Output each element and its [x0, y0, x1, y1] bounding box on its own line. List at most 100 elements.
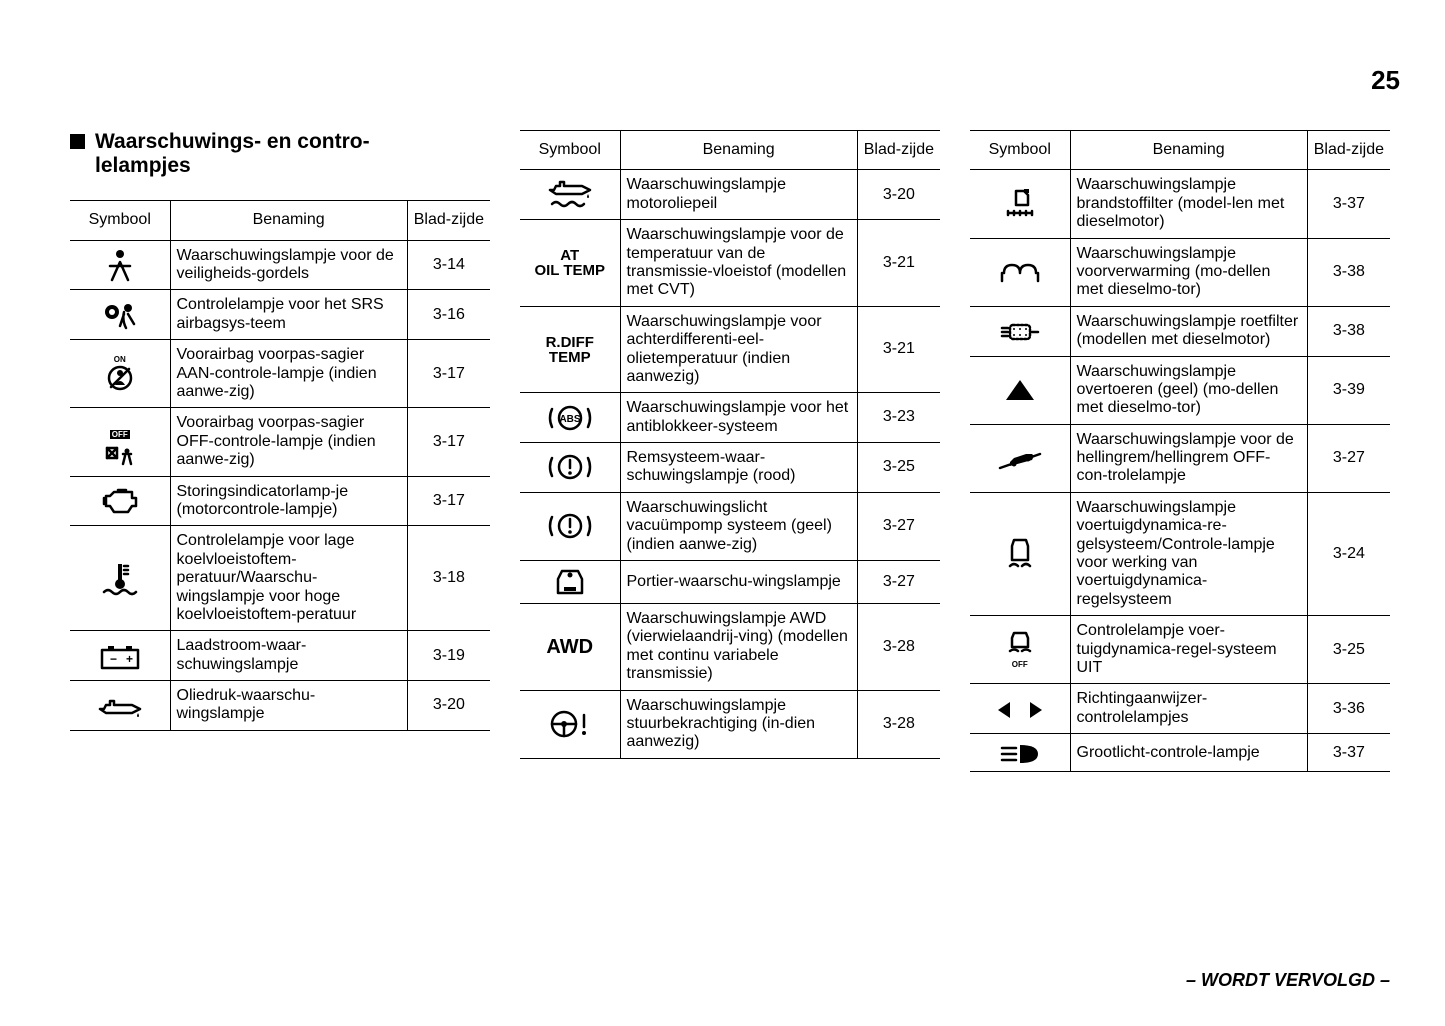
svg-text:+: +: [126, 652, 133, 666]
column-3: Symbool Benaming Blad-zijde Waarschuwing…: [970, 130, 1390, 772]
overrev-icon: [970, 356, 1070, 424]
header-name: Benaming: [1070, 131, 1307, 170]
header-symbol: Symbool: [970, 131, 1070, 170]
seatbelt-icon: [70, 240, 170, 290]
warning-name: Waarschuwingslampje voor de veiligheids-…: [170, 240, 407, 290]
table-row: ABS Waarschuwingslampje voor het antiblok…: [520, 393, 940, 443]
warning-name: Remsysteem-waar-schuwingslampje (rood): [620, 443, 857, 493]
page-ref: 3-18: [407, 526, 490, 631]
page-ref: 3-21: [857, 306, 940, 393]
vdc-icon: [970, 492, 1070, 615]
hill-icon: [970, 424, 1070, 492]
coolant-icon: [70, 526, 170, 631]
table-row: Waarschuwingslampje voor de hellingrem/h…: [970, 424, 1390, 492]
svg-text:ABS: ABS: [559, 414, 580, 425]
table-row: ATOIL TEMPWaarschuwingslampje voor de te…: [520, 220, 940, 307]
at-oil-temp-icon: ATOIL TEMP: [520, 220, 620, 307]
warning-name: Waarschuwingslampje motoroliepeil: [620, 170, 857, 220]
table-row: Waarschuwingslampje voertuigdynamica-re-…: [970, 492, 1390, 615]
table-row: R.DIFFTEMPWaarschuwingslampje voor achte…: [520, 306, 940, 393]
page-ref: 3-16: [407, 290, 490, 340]
page-ref: 3-38: [1307, 306, 1390, 356]
table-row: Waarschuwingslampje motoroliepeil3-20: [520, 170, 940, 220]
vdc-off-icon: OFF: [970, 616, 1070, 684]
table-row: ONVoorairbag voorpas-sagier AAN-controle…: [70, 340, 490, 408]
brake-icon: [520, 443, 620, 493]
table-header-row: Symbool Benaming Blad-zijde: [970, 131, 1390, 170]
warning-name: Controlelampje voor lage koelvloeistofte…: [170, 526, 407, 631]
warning-name: Waarschuwingslampje AWD (vierwielaandrij…: [620, 604, 857, 691]
warning-name: Portier-waarschu-wingslampje: [620, 561, 857, 604]
warning-name: Waarschuwingslampje voor het antiblokkee…: [620, 393, 857, 443]
page-ref: 3-39: [1307, 356, 1390, 424]
table-row: Controlelampje voor lage koelvloeistofte…: [70, 526, 490, 631]
header-name: Benaming: [620, 131, 857, 170]
page-ref: 3-25: [1307, 616, 1390, 684]
airbag-on-icon: ON: [70, 340, 170, 408]
page-ref: 3-27: [857, 492, 940, 560]
page-ref: 3-28: [857, 604, 940, 691]
table-row: Waarschuwingslampje voor de veiligheids-…: [70, 240, 490, 290]
warning-table-2: Symbool Benaming Blad-zijde Waarschuwing…: [520, 130, 940, 759]
header-symbol: Symbool: [520, 131, 620, 170]
table-row: Storingsindicatorlamp-je (motorcontrole-…: [70, 476, 490, 526]
page-ref: 3-17: [407, 476, 490, 526]
column-2: Symbool Benaming Blad-zijde Waarschuwing…: [520, 130, 940, 772]
warning-name: Waarschuwingslicht vacuümpomp systeem (g…: [620, 492, 857, 560]
airbag-icon: [70, 290, 170, 340]
warning-name: Waarschuwingslampje voorverwarming (mo-d…: [1070, 238, 1307, 306]
warning-name: Richtingaanwijzer-controlelampjes: [1070, 684, 1307, 734]
table-row: Waarschuwingslampje voorverwarming (mo-d…: [970, 238, 1390, 306]
warning-name: Voorairbag voorpas-sagier OFF-controle-l…: [170, 408, 407, 476]
page-ref: 3-28: [857, 690, 940, 758]
page-ref: 3-20: [407, 681, 490, 731]
engine-icon: [70, 476, 170, 526]
table-row: OFFControlelampje voer-tuigdynamica-rege…: [970, 616, 1390, 684]
page-ref: 3-20: [857, 170, 940, 220]
table-row: OFFVoorairbag voorpas-sagier OFF-control…: [70, 408, 490, 476]
warning-table-1: Symbool Benaming Blad-zijde Waarschuwing…: [70, 200, 490, 731]
glow-plug-icon: [970, 238, 1070, 306]
table-row: Oliedruk-waarschu-wingslampje3-20: [70, 681, 490, 731]
header-page: Blad-zijde: [857, 131, 940, 170]
content-area: Waarschuwings- en contro-lelampjes Symbo…: [0, 0, 1445, 772]
table-row: Richtingaanwijzer-controlelampjes3-36: [970, 684, 1390, 734]
page-ref: 3-24: [1307, 492, 1390, 615]
bullet-icon: [70, 134, 85, 149]
table-header-row: Symbool Benaming Blad-zijde: [70, 201, 490, 240]
continuation-footer: – WORDT VERVOLGD –: [1186, 970, 1390, 991]
dpf-icon: [970, 306, 1070, 356]
page-ref: 3-27: [1307, 424, 1390, 492]
awd-icon: AWD: [520, 604, 620, 691]
page-ref: 3-37: [1307, 170, 1390, 238]
warning-name: Waarschuwingslampje voor de hellingrem/h…: [1070, 424, 1307, 492]
page-ref: 3-27: [857, 561, 940, 604]
airbag-off-icon: OFF: [70, 408, 170, 476]
warning-name: Oliedruk-waarschu-wingslampje: [170, 681, 407, 731]
door-icon: [520, 561, 620, 604]
page-number: 25: [1371, 65, 1400, 96]
r-diff-temp-icon: R.DIFFTEMP: [520, 306, 620, 393]
header-page: Blad-zijde: [407, 201, 490, 240]
warning-name: Laadstroom-waar-schuwingslampje: [170, 631, 407, 681]
page-ref: 3-38: [1307, 238, 1390, 306]
section-title-text: Waarschuwings- en contro-lelampjes: [95, 130, 370, 178]
page-ref: 3-25: [857, 443, 940, 493]
table-row: Grootlicht-controle-lampje3-37: [970, 734, 1390, 772]
fuel-filter-icon: [970, 170, 1070, 238]
oil-pressure-icon: [70, 681, 170, 731]
warning-name: Controlelampje voer-tuigdynamica-regel-s…: [1070, 616, 1307, 684]
table-row: AWDWaarschuwingslampje AWD (vierwielaand…: [520, 604, 940, 691]
page-ref: 3-21: [857, 220, 940, 307]
table-row: Controlelampje voor het SRS airbagsys-te…: [70, 290, 490, 340]
column-1: Waarschuwings- en contro-lelampjes Symbo…: [70, 130, 490, 772]
header-symbol: Symbool: [70, 201, 170, 240]
warning-name: Storingsindicatorlamp-je (motorcontrole-…: [170, 476, 407, 526]
high-beam-icon: [970, 734, 1070, 772]
warning-name: Waarschuwingslampje roetfilter (modellen…: [1070, 306, 1307, 356]
section-title: Waarschuwings- en contro-lelampjes: [70, 130, 490, 178]
warning-name: Waarschuwingslampje brandstoffilter (mod…: [1070, 170, 1307, 238]
page-ref: 3-17: [407, 408, 490, 476]
warning-name: Waarschuwingslampje stuurbekrachtiging (…: [620, 690, 857, 758]
warning-name: Grootlicht-controle-lampje: [1070, 734, 1307, 772]
